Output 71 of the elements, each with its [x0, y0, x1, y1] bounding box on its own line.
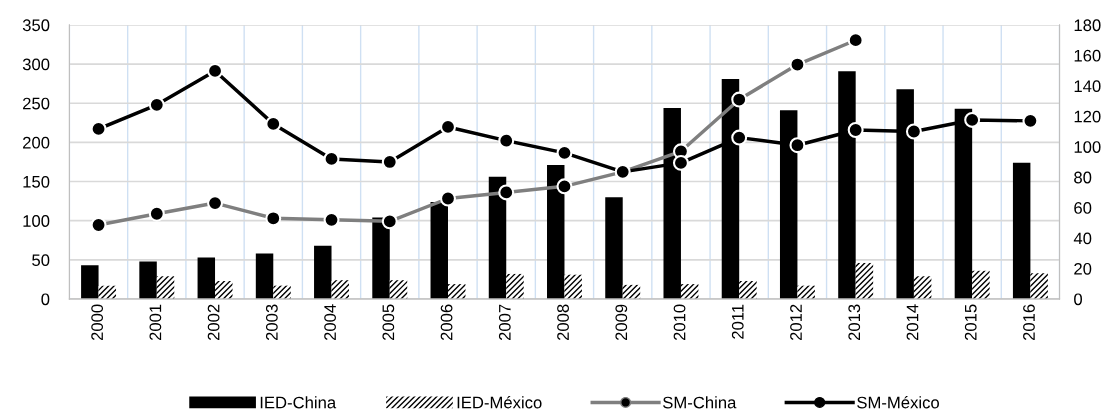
y2-tick-label: 60 — [1074, 202, 1092, 214]
bar — [389, 280, 408, 299]
bar — [81, 265, 99, 299]
y-tick-label: 50 — [32, 254, 50, 267]
y-tick-label: 350 — [22, 19, 50, 32]
bar — [314, 245, 332, 299]
bar — [139, 261, 157, 299]
bar — [855, 262, 874, 299]
x-tick-label: 2001 — [149, 304, 162, 341]
y2-tick-label: 0 — [1074, 293, 1083, 306]
point — [498, 132, 515, 149]
y-tick-label: 100 — [23, 215, 50, 227]
bar — [797, 285, 815, 299]
bar — [255, 253, 274, 299]
bar — [605, 197, 623, 299]
x-tick-label: 2011 — [731, 304, 744, 339]
y2-tick-label: 140 — [1074, 80, 1101, 93]
y2-tick-label: 80 — [1074, 171, 1092, 184]
x-tick-label: 2016 — [1023, 304, 1035, 341]
y2-tick-label: 40 — [1073, 232, 1092, 245]
x-tick-label: 2010 — [673, 304, 686, 341]
bar — [448, 284, 466, 299]
x-tick-label: 2014 — [906, 304, 919, 341]
bar — [273, 285, 291, 299]
point — [789, 137, 806, 154]
y2-tick-label: 120 — [1074, 110, 1101, 123]
x-tick-label: 2005 — [382, 304, 395, 341]
point — [847, 122, 864, 138]
x-tick-label: 2006 — [440, 304, 453, 341]
x-tick-label: 2003 — [265, 304, 278, 341]
bar — [331, 280, 349, 299]
point — [905, 123, 922, 140]
x-tick-label: 2000 — [91, 304, 104, 341]
bar — [1030, 273, 1048, 299]
bar — [197, 257, 216, 299]
y-tick-label: 0 — [41, 293, 50, 306]
y-tick-label: 300 — [22, 58, 50, 71]
bar — [506, 273, 524, 299]
y2-tick-label: 180 — [1074, 19, 1101, 32]
x-tick-label: 2009 — [615, 304, 628, 341]
x-tick-label: 2004 — [324, 304, 336, 341]
legend-label: IED-México — [457, 395, 542, 409]
y-tick-label: 200 — [23, 136, 50, 149]
y2-tick-label: 160 — [1074, 49, 1101, 62]
x-tick-label: 2007 — [498, 304, 511, 341]
y-tick-label: 150 — [23, 175, 50, 188]
bar — [739, 280, 757, 299]
y2-tick-label: 20 — [1074, 262, 1092, 275]
x-tick-label: 2015 — [964, 304, 977, 341]
point — [672, 154, 689, 171]
bar — [156, 276, 175, 299]
point — [964, 111, 981, 128]
y2-tick-label: 100 — [1074, 141, 1101, 153]
point — [265, 115, 282, 132]
point — [207, 62, 224, 79]
bar — [1012, 162, 1031, 299]
point — [731, 129, 748, 146]
x-tick-label: 2012 — [790, 304, 802, 341]
bar — [215, 280, 233, 299]
x-tick-label: 2002 — [207, 304, 220, 341]
bar — [564, 274, 582, 299]
x-tick-label: 2008 — [557, 304, 569, 341]
legend-label: SM-México — [857, 395, 939, 409]
bar — [913, 276, 932, 299]
legend-label: SM-China — [663, 396, 737, 409]
bar — [972, 270, 990, 299]
x-tick-label: 2013 — [848, 304, 861, 341]
bar — [622, 284, 641, 299]
y-tick-label: 250 — [23, 97, 50, 110]
legend-label: IED-China — [260, 396, 337, 409]
bar — [680, 284, 699, 299]
